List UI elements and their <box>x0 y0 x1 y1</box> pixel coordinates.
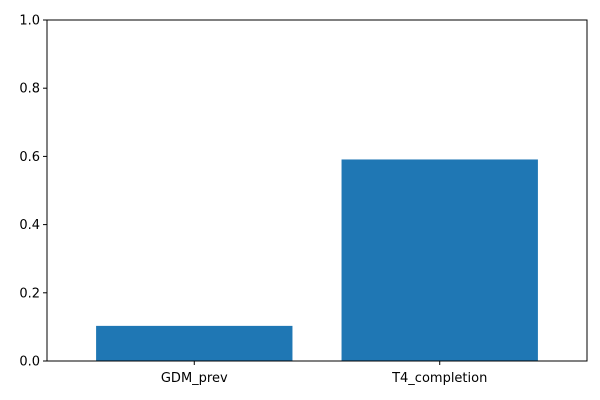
bars-group <box>96 159 538 361</box>
x-tick-label: GDM_prev <box>161 371 228 386</box>
bar-gdm-prev <box>96 325 293 361</box>
plot-frame <box>46 19 588 362</box>
y-tick-label: 0.4 <box>19 218 40 233</box>
x-axis: GDM_prev T4_completion <box>161 361 487 386</box>
y-tick-label: 0.2 <box>19 286 40 301</box>
y-tick-label: 0.6 <box>19 150 40 165</box>
x-tick-label: T4_completion <box>391 371 487 386</box>
bar-t4-completion <box>341 159 538 361</box>
y-tick-label: 1.0 <box>19 14 40 29</box>
y-tick-label: 0.0 <box>19 355 40 370</box>
y-axis: 0.0 0.2 0.4 0.6 0.8 1.0 <box>19 14 47 370</box>
y-tick-label: 0.8 <box>19 82 40 97</box>
